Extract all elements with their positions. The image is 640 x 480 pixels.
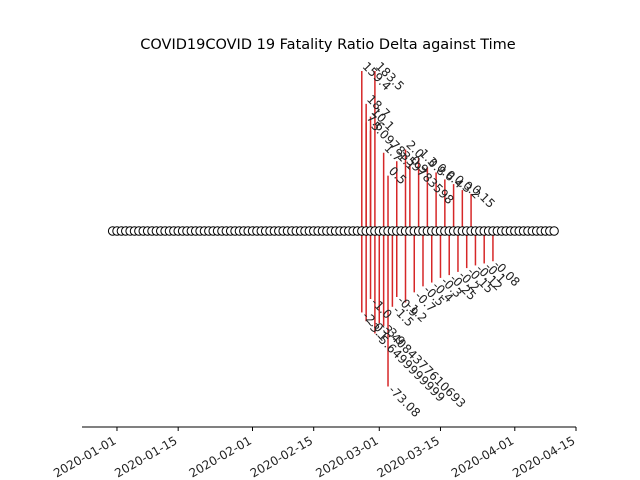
baseline-layer	[107, 226, 559, 236]
x-tick-label-6: 2020-04-01	[449, 433, 516, 480]
stems-layer	[361, 71, 494, 387]
x-tick-label-4: 2020-03-01	[313, 433, 380, 480]
event-label-21: -5.6499999999	[373, 330, 448, 405]
x-tick-label-7: 2020-04-15	[510, 433, 577, 480]
x-tick-label-0: 2020-01-01	[51, 433, 118, 480]
x-tick-label-2: 2020-02-01	[187, 433, 254, 480]
event-label-24: -73.08	[386, 383, 423, 420]
x-tick-label-3: 2020-02-15	[248, 433, 315, 480]
x-tick-label-1: 2020-01-15	[112, 433, 179, 480]
day-marker-101	[549, 226, 559, 236]
x-tick-label-5: 2020-03-15	[375, 433, 442, 480]
chart-title: COVID19COVID 19 Fatality Ratio Delta aga…	[140, 37, 516, 53]
